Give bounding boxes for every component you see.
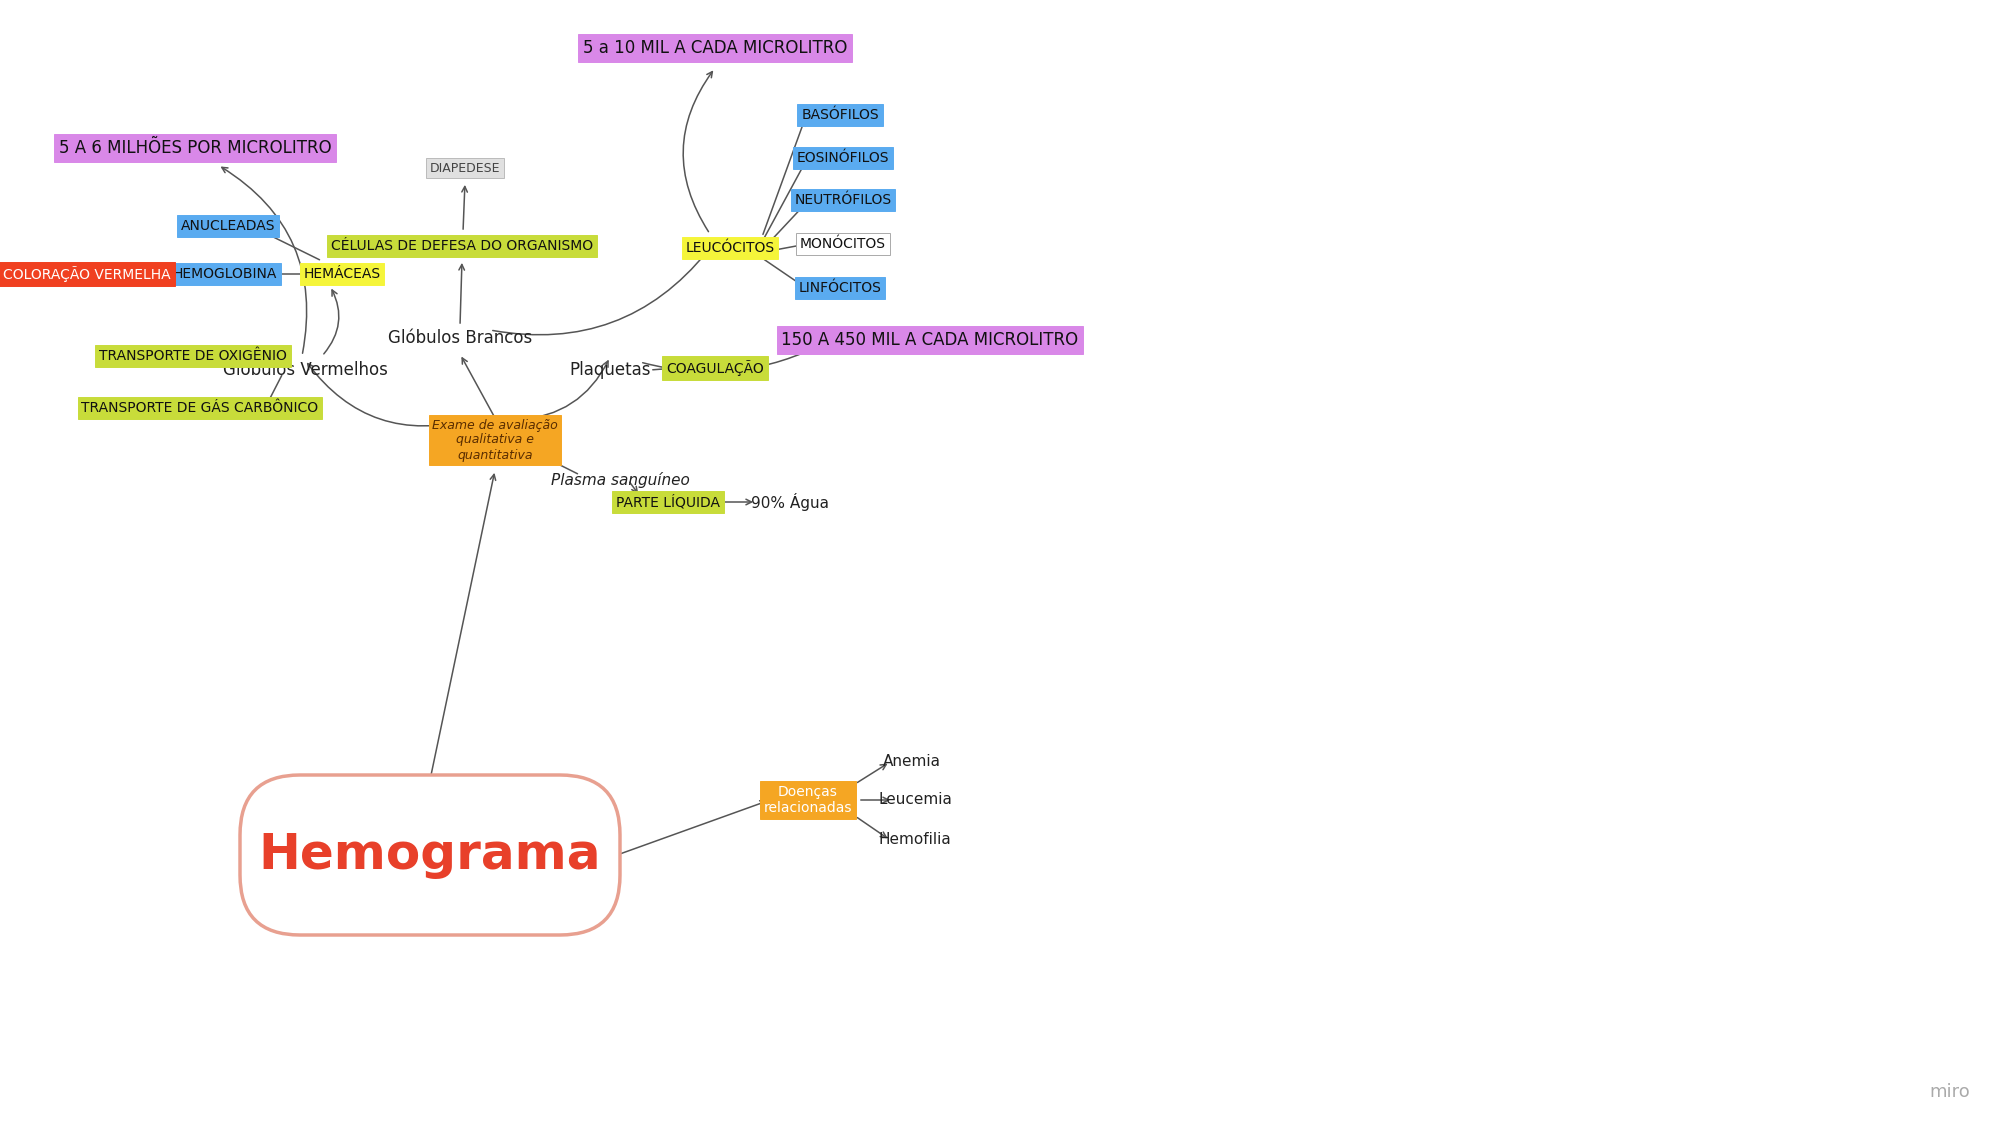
Text: TRANSPORTE DE GÁS CARBÔNICO: TRANSPORTE DE GÁS CARBÔNICO (82, 400, 319, 415)
Text: Plasma sanguíneo: Plasma sanguíneo (550, 472, 690, 488)
Text: Anemia: Anemia (883, 755, 941, 769)
Text: NEUTRÓFILOS: NEUTRÓFILOS (794, 193, 891, 208)
Text: BASÓFILOS: BASÓFILOS (802, 108, 879, 122)
Text: EOSINÓFILOS: EOSINÓFILOS (798, 151, 889, 165)
Text: Exame de avaliação
qualitativa e
quantitativa: Exame de avaliação qualitativa e quantit… (433, 418, 558, 461)
Text: MONÓCITOS: MONÓCITOS (800, 237, 885, 252)
Text: DIAPEDESE: DIAPEDESE (431, 161, 500, 175)
Text: PARTE LÍQUIDA: PARTE LÍQUIDA (616, 495, 720, 509)
Text: HEMOGLOBINA: HEMOGLOBINA (173, 267, 277, 281)
Text: 90% Água: 90% Água (752, 493, 830, 511)
Text: LEUCÓCITOS: LEUCÓCITOS (686, 241, 774, 255)
Text: ANUCLEADAS: ANUCLEADAS (181, 219, 275, 233)
Text: TRANSPORTE DE OXIGÊNIO: TRANSPORTE DE OXIGÊNIO (100, 349, 287, 363)
FancyBboxPatch shape (239, 775, 620, 935)
Text: HEMÁCEAS: HEMÁCEAS (303, 267, 381, 281)
Text: COAGULAÇÃO: COAGULAÇÃO (666, 360, 764, 376)
Text: LINFÓCITOS: LINFÓCITOS (798, 281, 881, 296)
Text: Leucemia: Leucemia (877, 793, 951, 808)
Text: COLORAÇÃO VERMELHA: COLORAÇÃO VERMELHA (4, 266, 171, 282)
Text: Glóbulos Brancos: Glóbulos Brancos (389, 329, 532, 347)
Text: Plaquetas: Plaquetas (568, 361, 650, 379)
Text: 150 A 450 MIL A CADA MICROLITRO: 150 A 450 MIL A CADA MICROLITRO (782, 331, 1079, 349)
Text: Hemograma: Hemograma (259, 831, 602, 879)
Text: Doenças
relacionadas: Doenças relacionadas (764, 785, 851, 816)
Text: CÉLULAS DE DEFESA DO ORGANISMO: CÉLULAS DE DEFESA DO ORGANISMO (331, 239, 592, 253)
Text: 5 A 6 MILHÕES POR MICROLITRO: 5 A 6 MILHÕES POR MICROLITRO (58, 139, 331, 157)
Text: 5 a 10 MIL A CADA MICROLITRO: 5 a 10 MIL A CADA MICROLITRO (582, 39, 847, 58)
Text: Glóbulos Vermelhos: Glóbulos Vermelhos (223, 361, 387, 379)
Text: Hemofilia: Hemofilia (879, 832, 951, 847)
Text: miro: miro (1930, 1083, 1970, 1101)
